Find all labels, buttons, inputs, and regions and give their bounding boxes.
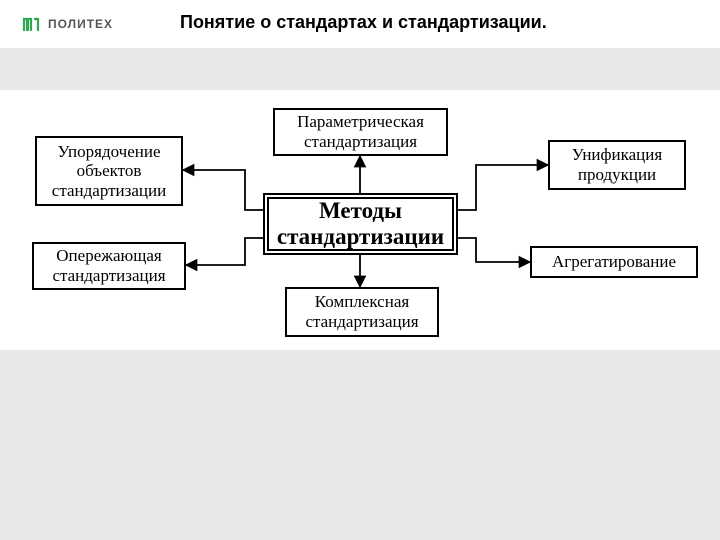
edge-center-left2 <box>186 238 263 265</box>
header: ПОЛИТЕХ Понятие о стандартах и стандарти… <box>0 0 720 48</box>
node-right2: Агрегатирование <box>530 246 698 278</box>
edge-center-left1 <box>183 170 263 210</box>
node-left1: Упорядочение объектов стандартизации <box>35 136 183 206</box>
logo: ПОЛИТЕХ <box>20 13 113 35</box>
logo-text: ПОЛИТЕХ <box>48 17 113 31</box>
node-right1: Унификация продукции <box>548 140 686 190</box>
node-bottom: Комплексная стандартизация <box>285 287 439 337</box>
edge-center-right2 <box>458 238 530 262</box>
logo-icon <box>20 13 42 35</box>
edge-center-right1 <box>458 165 548 210</box>
page-title: Понятие о стандартах и стандартизации. <box>180 12 547 33</box>
node-top: Параметрическая стандартизация <box>273 108 448 156</box>
node-center: Методы стандартизации <box>263 193 458 255</box>
diagram: Методы стандартизации Параметрическая ста… <box>0 90 720 350</box>
node-left2: Опережающая стандартизация <box>32 242 186 290</box>
